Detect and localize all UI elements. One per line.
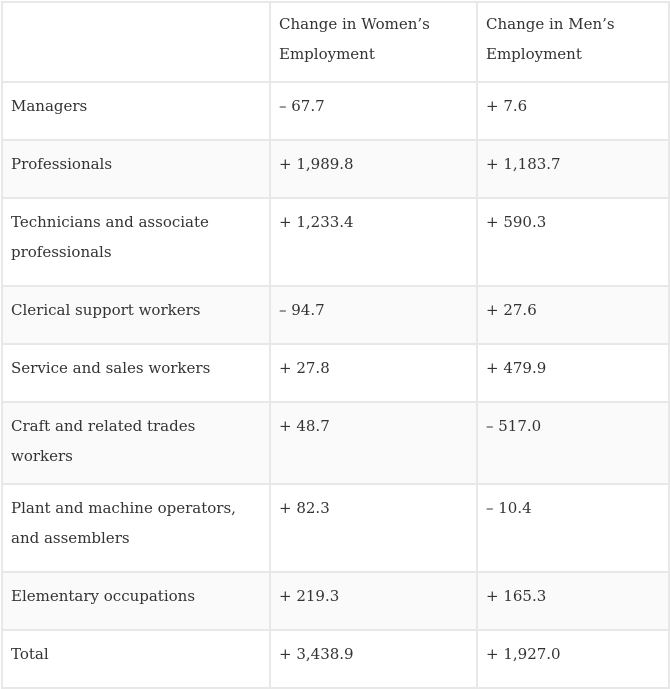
header-women-change: Change in Women’s Employment bbox=[269, 1, 478, 83]
men-change-cell: + 479.9 bbox=[476, 343, 670, 403]
table-row: Service and sales workers + 27.8 + 479.9 bbox=[1, 343, 670, 403]
women-change-cell: + 3,438.9 bbox=[269, 629, 478, 689]
women-change-cell: + 82.3 bbox=[269, 483, 478, 573]
men-change-cell: – 517.0 bbox=[476, 401, 670, 485]
women-change-cell: + 48.7 bbox=[269, 401, 478, 485]
header-men-change: Change in Men’s Employment bbox=[476, 1, 670, 83]
occupation-cell: Elementary occupations bbox=[1, 571, 271, 631]
occupation-cell: Service and sales workers bbox=[1, 343, 271, 403]
table-row: Craft and related trades workers + 48.7 … bbox=[1, 401, 670, 485]
men-change-cell: – 10.4 bbox=[476, 483, 670, 573]
women-change-cell: + 1,233.4 bbox=[269, 197, 478, 287]
women-change-cell: – 94.7 bbox=[269, 285, 478, 345]
table-row: Plant and machine operators, and assembl… bbox=[1, 483, 670, 573]
table-row: Total + 3,438.9 + 1,927.0 bbox=[1, 629, 670, 689]
table-row: Professionals + 1,989.8 + 1,183.7 bbox=[1, 139, 670, 199]
occupation-cell: Plant and machine operators, and assembl… bbox=[1, 483, 271, 573]
header-row: Change in Women’s Employment Change in M… bbox=[1, 1, 670, 83]
men-change-cell: + 165.3 bbox=[476, 571, 670, 631]
table-row: Clerical support workers – 94.7 + 27.6 bbox=[1, 285, 670, 345]
table-row: Elementary occupations + 219.3 + 165.3 bbox=[1, 571, 670, 631]
men-change-cell: + 1,927.0 bbox=[476, 629, 670, 689]
header-occupation bbox=[1, 1, 271, 83]
men-change-cell: + 590.3 bbox=[476, 197, 670, 287]
men-change-cell: + 7.6 bbox=[476, 81, 670, 141]
table-row: Managers – 67.7 + 7.6 bbox=[1, 81, 670, 141]
men-change-cell: + 1,183.7 bbox=[476, 139, 670, 199]
women-change-cell: + 219.3 bbox=[269, 571, 478, 631]
occupation-cell: Managers bbox=[1, 81, 271, 141]
occupation-cell: Technicians and associate professionals bbox=[1, 197, 271, 287]
occupation-cell: Professionals bbox=[1, 139, 271, 199]
women-change-cell: + 1,989.8 bbox=[269, 139, 478, 199]
occupation-cell: Total bbox=[1, 629, 271, 689]
occupation-cell: Craft and related trades workers bbox=[1, 401, 271, 485]
women-change-cell: – 67.7 bbox=[269, 81, 478, 141]
women-change-cell: + 27.8 bbox=[269, 343, 478, 403]
table-row: Technicians and associate professionals … bbox=[1, 197, 670, 287]
men-change-cell: + 27.6 bbox=[476, 285, 670, 345]
occupation-cell: Clerical support workers bbox=[1, 285, 271, 345]
